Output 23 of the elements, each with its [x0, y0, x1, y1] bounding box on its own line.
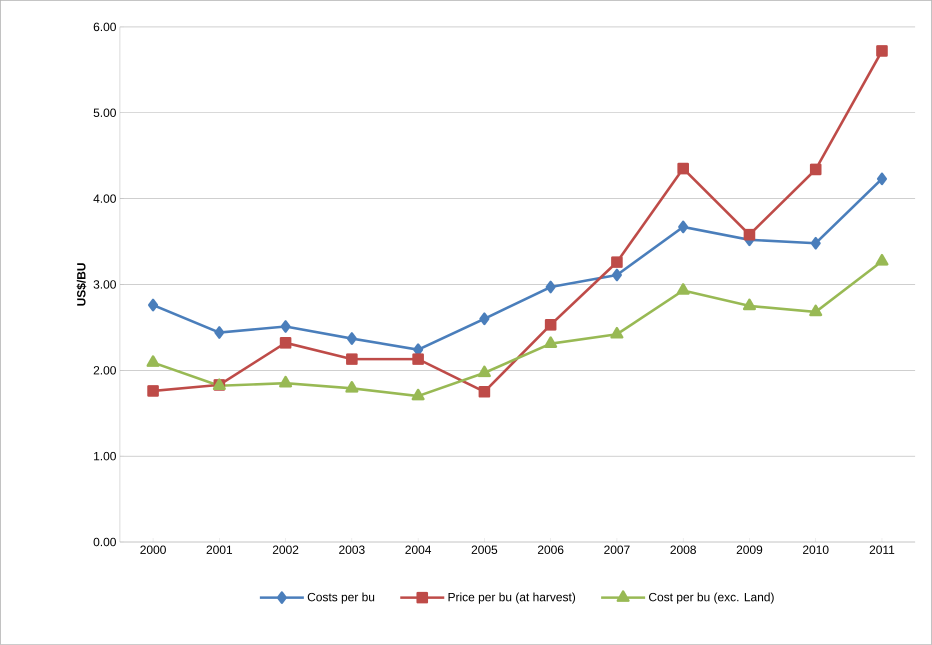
- y-axis-title: US$/BU: [76, 263, 86, 306]
- x-tick-label: 2008: [670, 546, 696, 554]
- x-tick-label: 2005: [472, 546, 498, 554]
- y-tick-label: 1.00: [94, 452, 116, 460]
- x-tick-label: 2004: [405, 546, 432, 554]
- y-tick-label: 2.00: [94, 366, 116, 375]
- x-tick-label: 2001: [206, 546, 232, 554]
- x-tick-label: 2010: [803, 546, 829, 554]
- y-tick-label: 6.00: [94, 22, 116, 32]
- y-tick-label: 4.00: [93, 194, 116, 203]
- y-tick-label: 0.00: [94, 538, 116, 546]
- x-tick-label: 2002: [272, 546, 298, 554]
- legend-label: Costs per bu: [308, 592, 374, 604]
- y-tick-label: 3.00: [94, 280, 116, 289]
- x-tick-label: 2003: [339, 546, 365, 554]
- x-tick-label: 2009: [736, 546, 762, 554]
- x-tick-label: 2011: [870, 546, 894, 554]
- x-tick-label: 2006: [538, 546, 564, 554]
- x-tick-label: 2000: [140, 546, 166, 554]
- legend-label: Cost per bu (exc. Land): [649, 592, 774, 604]
- legend-label: Price per bu (at harvest): [448, 592, 576, 604]
- y-tick-label: 5.00: [94, 108, 116, 117]
- x-tick-label: 2007: [604, 546, 630, 554]
